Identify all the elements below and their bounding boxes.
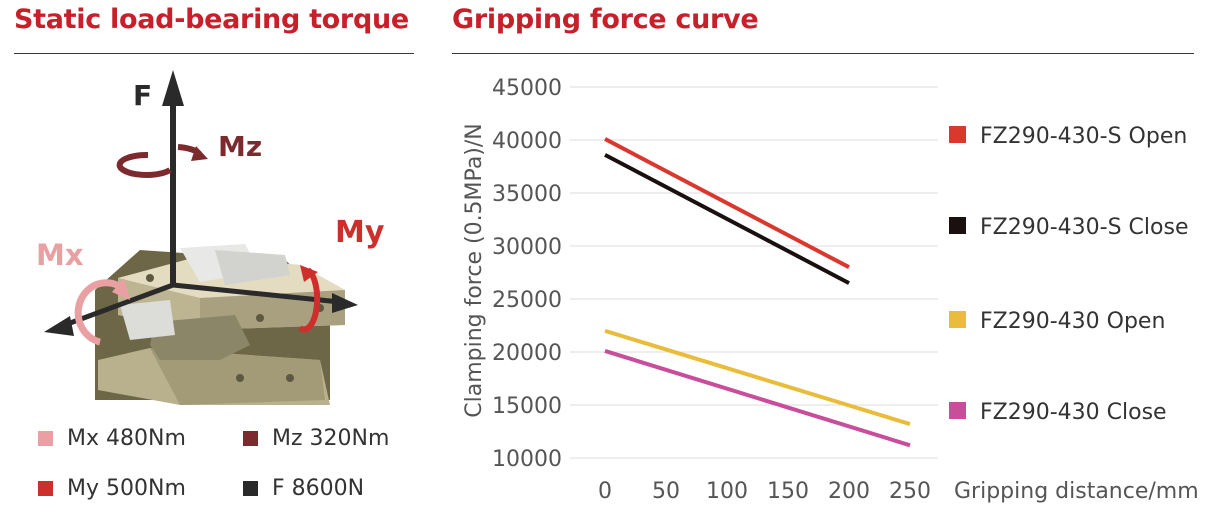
legend-label: FZ290-430-S Close bbox=[980, 215, 1188, 240]
x-tick-label: 0 bbox=[598, 479, 612, 504]
legend-label: FZ290-430 Close bbox=[980, 400, 1167, 425]
legend-label: FZ290-430 Open bbox=[980, 309, 1165, 334]
legend-item-mx: Mx 480Nm bbox=[38, 426, 186, 451]
x-tick-label: 200 bbox=[828, 479, 870, 504]
series-line bbox=[604, 349, 911, 448]
gripper-torque-illustration: F Mz My Mx bbox=[36, 70, 385, 405]
mz-axis-label: Mz bbox=[218, 130, 262, 163]
f-axis-arrow bbox=[162, 70, 184, 285]
series-line bbox=[604, 328, 911, 426]
grid-lines bbox=[570, 86, 938, 459]
legend-swatch bbox=[949, 311, 966, 328]
x-axis-label: Gripping distance/mm bbox=[954, 479, 1199, 504]
f-axis-label: F bbox=[133, 79, 152, 112]
y-tick-labels: 10000 15000 20000 25000 30000 35000 40000 45000 bbox=[492, 76, 562, 472]
legend-item-f: F 8600N bbox=[243, 476, 364, 501]
legend-swatch bbox=[949, 217, 966, 234]
legend-item-mz: Mz 320Nm bbox=[243, 426, 389, 451]
y-tick-label: 15000 bbox=[492, 394, 562, 419]
y-tick-label: 35000 bbox=[492, 182, 562, 207]
my-swatch bbox=[38, 481, 53, 496]
f-legend-label: F 8600N bbox=[272, 476, 365, 501]
right-title-divider bbox=[452, 53, 1194, 54]
chart-legend: FZ290-430-S Open FZ290-430-S Close FZ290-4… bbox=[949, 124, 1188, 425]
legend-label: FZ290-430-S Open bbox=[980, 124, 1187, 149]
mz-rotation-arrow bbox=[116, 144, 208, 178]
y-axis-label: Clamping force (0.5MPa)/N bbox=[462, 123, 487, 418]
x-tick-label: 100 bbox=[706, 479, 748, 504]
torque-title: Static load-bearing torque bbox=[14, 4, 409, 35]
mx-legend-label: Mx 480Nm bbox=[67, 426, 186, 451]
series-line bbox=[604, 153, 850, 285]
my-legend-label: My 500Nm bbox=[67, 476, 186, 501]
gripping-force-chart: 10000 15000 20000 25000 30000 35000 40000 45000… bbox=[462, 76, 1199, 504]
series-lines bbox=[604, 137, 911, 448]
y-tick-label: 40000 bbox=[492, 129, 562, 154]
x-tick-labels: 0 50 100 150 200 250 bbox=[598, 479, 931, 504]
y-tick-label: 20000 bbox=[492, 341, 562, 366]
legend-swatch bbox=[949, 402, 966, 419]
x-tick-label: 250 bbox=[889, 479, 931, 504]
mx-rotation-arrow bbox=[74, 278, 130, 346]
mz-swatch bbox=[243, 431, 258, 446]
my-axis-arrow bbox=[172, 282, 358, 313]
mx-swatch bbox=[38, 431, 53, 446]
legend-item-my: My 500Nm bbox=[38, 476, 186, 501]
my-rotation-arrow bbox=[298, 265, 321, 333]
legend-swatch bbox=[949, 126, 966, 143]
series-line bbox=[604, 137, 850, 269]
chart-title: Gripping force curve bbox=[452, 4, 759, 35]
y-tick-label: 10000 bbox=[492, 447, 562, 472]
mz-legend-label: Mz 320Nm bbox=[272, 426, 390, 451]
left-title-divider bbox=[14, 53, 414, 54]
y-tick-label: 30000 bbox=[492, 235, 562, 260]
x-tick-label: 150 bbox=[767, 479, 809, 504]
y-tick-label: 45000 bbox=[492, 76, 562, 101]
y-tick-label: 25000 bbox=[492, 288, 562, 313]
mx-axis-label: Mx bbox=[36, 238, 84, 272]
x-tick-label: 50 bbox=[652, 479, 680, 504]
f-swatch bbox=[243, 481, 258, 496]
my-axis-label: My bbox=[335, 215, 385, 250]
